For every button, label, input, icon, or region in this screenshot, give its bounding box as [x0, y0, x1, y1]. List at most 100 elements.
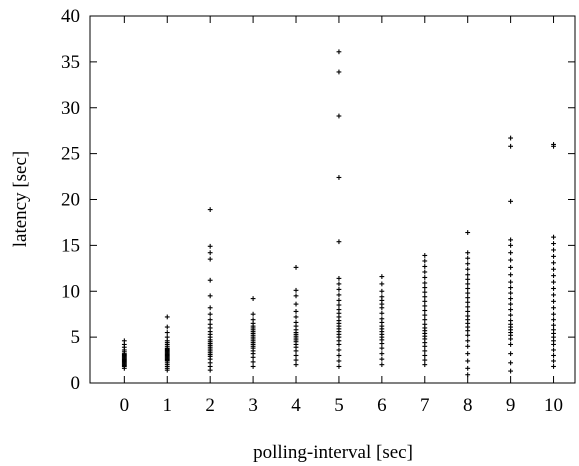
data-point: [164, 324, 170, 330]
data-point: [422, 357, 428, 363]
data-point: [508, 135, 514, 141]
data-point: [121, 338, 127, 344]
data-point: [551, 247, 556, 253]
x-tick-label: 4: [291, 395, 301, 416]
data-point: [422, 308, 428, 313]
x-tick-label: 5: [334, 395, 344, 416]
data-point: [508, 296, 514, 301]
data-point: [551, 358, 556, 364]
data-point: [551, 142, 556, 147]
data-point: [336, 281, 342, 287]
data-point: [422, 321, 428, 327]
data-point: [293, 293, 299, 299]
data-point: [465, 338, 471, 344]
data-point: [336, 307, 342, 312]
data-point: [508, 264, 514, 270]
data-point: [551, 279, 556, 285]
data-point: [465, 299, 471, 305]
data-point: [465, 272, 471, 278]
data-point: [207, 207, 213, 212]
data-point: [336, 175, 342, 180]
data-point: [422, 275, 428, 280]
y-tick-label: 20: [61, 190, 80, 211]
data-point: [379, 345, 385, 351]
data-point: [508, 318, 514, 324]
x-tick-label: 7: [420, 395, 430, 416]
data-point: [379, 294, 385, 300]
data-point: [551, 317, 556, 323]
data-point: [336, 292, 342, 298]
data-point: [164, 314, 170, 320]
data-point: [207, 250, 213, 256]
data-point: [293, 287, 299, 293]
data-point: [508, 237, 514, 243]
data-point: [336, 358, 342, 364]
data-point: [551, 298, 556, 304]
x-tick-label: 6: [377, 395, 387, 416]
data-point: [336, 302, 342, 308]
data-point: [207, 243, 213, 249]
x-tick-label: 1: [163, 395, 173, 416]
data-point: [336, 364, 342, 369]
data-point: [465, 281, 471, 287]
data-point: [422, 289, 428, 295]
x-tick-label: 2: [205, 395, 215, 416]
x-tick-label: 0: [120, 395, 130, 416]
data-point: [379, 362, 385, 368]
data-point: [422, 303, 428, 309]
data-point: [465, 313, 471, 319]
y-tick-label: 15: [61, 235, 80, 256]
data-point: [422, 362, 428, 368]
data-point: [508, 279, 514, 285]
data-point: [551, 311, 556, 317]
data-point: [551, 327, 556, 333]
data-point: [293, 357, 299, 363]
data-point: [551, 234, 556, 240]
data-point: [465, 295, 471, 301]
data-point: [508, 368, 514, 374]
data-point: [508, 250, 514, 256]
data-point: [379, 281, 385, 287]
y-tick-label: 0: [71, 373, 81, 394]
data-point: [465, 276, 471, 282]
data-point: [379, 356, 385, 362]
data-point: [422, 269, 428, 275]
data-point: [551, 266, 556, 272]
data-point: [465, 351, 471, 357]
y-tick-label: 25: [61, 144, 80, 165]
data-point: [293, 301, 299, 307]
data-point: [508, 360, 514, 366]
data-point: [164, 334, 170, 340]
data-point: [465, 290, 471, 296]
data-point: [207, 305, 213, 311]
x-tick-label: 3: [248, 395, 258, 416]
data-point: [508, 307, 514, 312]
data-point: [508, 242, 514, 248]
data-point: [422, 294, 428, 300]
data-point: [508, 351, 514, 357]
data-point: [336, 298, 342, 303]
data-point: [465, 250, 471, 256]
data-point: [508, 285, 514, 290]
data-point: [465, 230, 471, 235]
data-point: [250, 364, 256, 369]
data-point: [422, 264, 428, 269]
data-point: [336, 276, 342, 281]
data-point: [508, 257, 514, 263]
x-tick-label: 10: [544, 395, 563, 416]
data-point: [293, 264, 299, 270]
data-point: [336, 69, 342, 75]
data-points: [121, 49, 556, 378]
data-point: [250, 296, 256, 301]
data-point: [508, 143, 514, 149]
data-point: [465, 365, 471, 371]
data-point: [250, 359, 256, 365]
data-point: [207, 317, 213, 323]
data-point: [551, 347, 556, 353]
y-tick-label: 30: [61, 98, 80, 119]
data-point: [422, 312, 428, 318]
data-point: [551, 286, 556, 291]
data-point: [465, 286, 471, 291]
data-point: [336, 353, 342, 358]
data-point: [465, 343, 471, 349]
